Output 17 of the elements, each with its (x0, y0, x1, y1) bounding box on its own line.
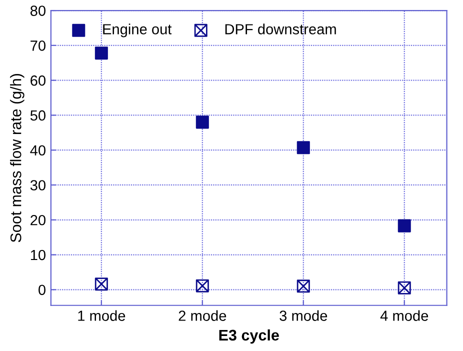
y-tick-label: 70 (30, 40, 46, 51)
legend-label: DPF downstream (225, 24, 336, 34)
y-tick-label: 60 (30, 75, 46, 86)
x-tick-label: 1 mode (78, 310, 126, 321)
y-tick-label: 0 (38, 284, 46, 296)
x-axis-title: E3 cycle (219, 329, 279, 344)
legend-label: Engine out (103, 24, 172, 38)
x-tick-label: 3 mode (280, 310, 328, 321)
x-tick-label: 4 mode (380, 310, 428, 321)
y-axis-title: Soot mass flow rate (g/h) (10, 74, 24, 242)
y-tick-label: 30 (30, 180, 46, 190)
y-tick-label: 20 (30, 214, 46, 226)
y-tick-label: 80 (30, 6, 46, 16)
y-tick-label: 40 (30, 145, 46, 156)
y-tick-label: 10 (30, 250, 46, 260)
y-tick-label: 50 (30, 110, 46, 121)
x-tick-label: 2 mode (178, 310, 226, 321)
